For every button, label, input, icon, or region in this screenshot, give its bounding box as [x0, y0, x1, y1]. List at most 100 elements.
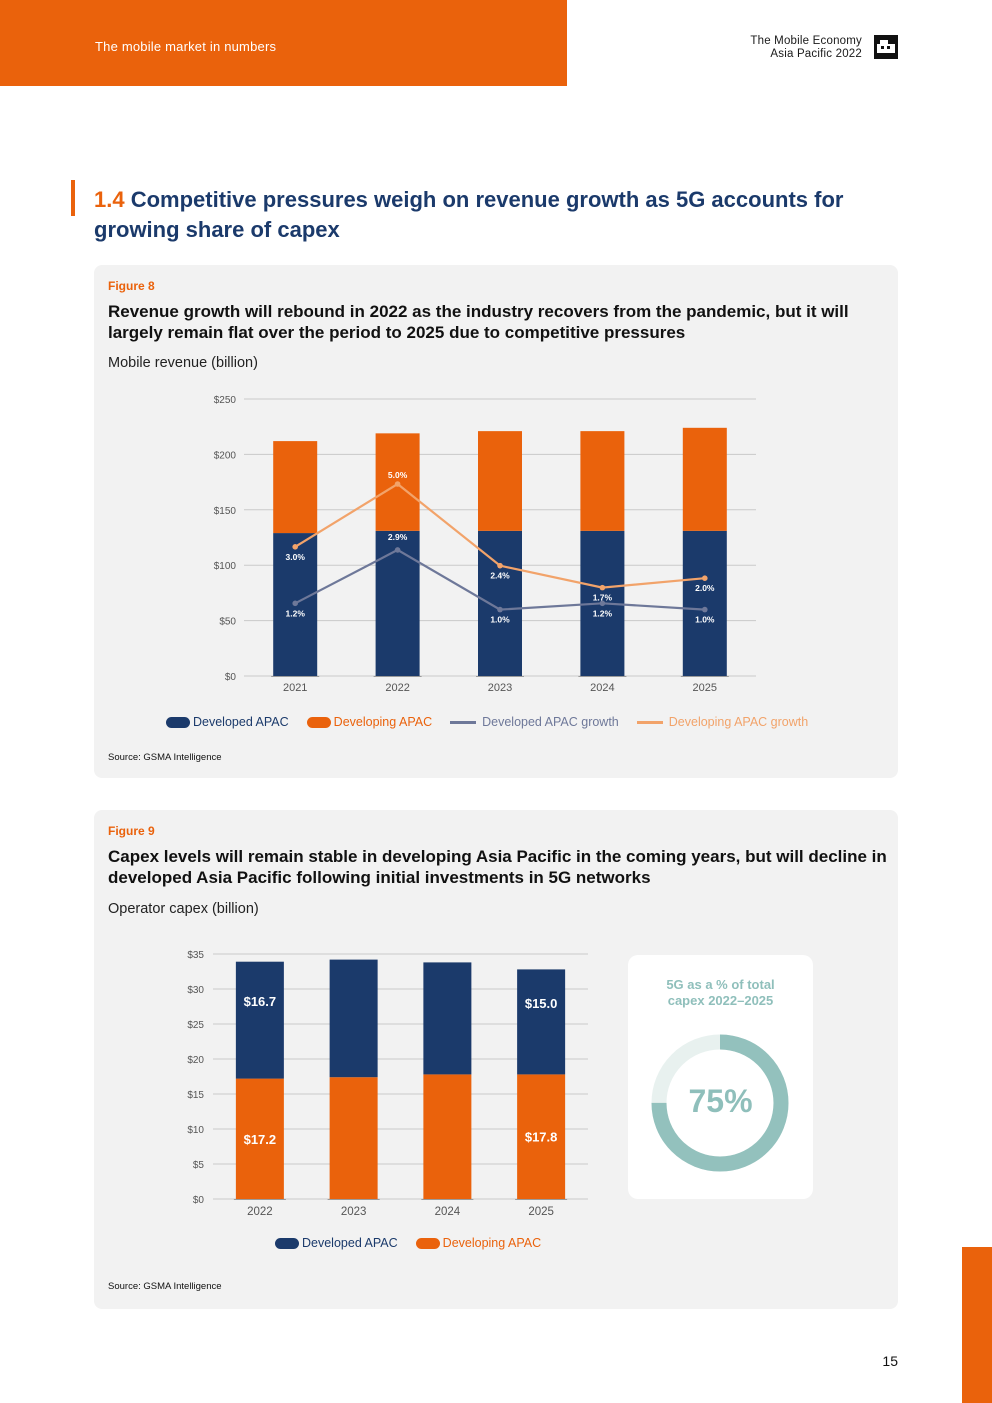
figure-8-title: Revenue growth will rebound in 2022 as t… — [108, 302, 849, 342]
legend-swatch-developing — [306, 716, 331, 728]
legend-label-developed: Developed APAC — [302, 1236, 398, 1250]
developed-growth-label: 1.0% — [490, 615, 510, 625]
x-tick-label: 2022 — [247, 1206, 273, 1218]
y-tick-label: $200 — [214, 450, 237, 461]
y-tick-label: $0 — [193, 1195, 205, 1206]
publication-line2: Asia Pacific 2022 — [770, 48, 862, 60]
5g-share-card: 5G as a % of total capex 2022–2025 75% — [628, 955, 813, 1199]
bar-developed — [682, 530, 727, 676]
developed-growth-point — [497, 606, 503, 613]
bar-developing — [273, 441, 318, 534]
bar-developed — [375, 530, 420, 676]
bar-developing — [517, 1074, 566, 1199]
developing-growth-point — [292, 544, 298, 550]
home-icon[interactable] — [874, 35, 898, 59]
bar-developing — [423, 1074, 472, 1199]
legend-label-developed-growth: Developed APAC growth — [482, 715, 619, 729]
figure-9-subtitle: Operator capex (billion) — [108, 901, 259, 917]
figure-9-title: Capex levels will remain stable in devel… — [108, 847, 887, 887]
developing-growth-label: 2.0% — [695, 583, 715, 593]
figure-9-source: Source: GSMA Intelligence — [108, 1281, 222, 1292]
x-tick-label: 2024 — [435, 1206, 461, 1218]
developing-growth-point — [599, 584, 606, 591]
section-heading: 1.4 Competitive pressures weigh on reven… — [94, 185, 914, 245]
legend-item-developing: Developing APAC — [415, 1236, 541, 1250]
figure-9-label: Figure 9 — [108, 824, 155, 838]
bar-developing — [580, 431, 625, 531]
publication-title: The Mobile Economy Asia Pacific 2022 — [750, 35, 862, 61]
developing-growth-label: 2.4% — [490, 571, 510, 581]
capex-chart: $0 $5 $10 $15 $20 $25 $30 $35 $17.2 $16.7 2022 2023… — [187, 950, 588, 1218]
y-tick-label: $25 — [187, 1020, 204, 1031]
publication-line1: The Mobile Economy — [750, 35, 862, 47]
section-label: The mobile market in numbers — [95, 39, 277, 54]
x-tick-label: 2021 — [283, 682, 307, 694]
section-accent-line — [71, 180, 75, 216]
figure-8-subtitle: Mobile revenue (billion) — [108, 355, 258, 371]
y-tick-label: $250 — [214, 395, 237, 406]
donut-title-line2: capex 2022–2025 — [667, 993, 774, 1008]
legend-item-developing: Developing APAC — [306, 715, 433, 729]
legend-swatch-developed — [275, 1237, 299, 1249]
legend-item-developing-growth: Developing APAC growth — [636, 715, 809, 729]
donut-chart — [651, 1034, 789, 1172]
legend-label-developing-growth: Developing APAC growth — [668, 715, 809, 729]
developing-growth-point — [497, 562, 503, 569]
developing-growth-label: 3.0% — [286, 552, 306, 562]
developing-growth-point — [702, 575, 708, 581]
y-tick-label: $20 — [187, 1055, 204, 1066]
developed-growth-label: 1.0% — [695, 615, 715, 625]
developing-growth-label: 1.7% — [593, 593, 613, 603]
side-tab — [962, 1247, 992, 1403]
bar-developed — [423, 962, 472, 1075]
y-tick-label: $5 — [193, 1160, 205, 1171]
bar-developing — [478, 431, 522, 531]
page-number: 15 — [882, 1353, 898, 1369]
developed-value-label: $15.0 — [525, 996, 558, 1011]
bar-developed — [329, 959, 378, 1078]
developed-growth-label: 1.2% — [286, 608, 306, 618]
revenue-chart: $0 $50 $100 $150 $200 $250 2021 2022 2023 2024 202… — [214, 395, 756, 694]
figure-9-panel: Figure 9 Capex levels will remain stable… — [94, 810, 898, 1309]
donut-arc — [651, 1034, 789, 1172]
figure-8-source: Source: GSMA Intelligence — [108, 752, 222, 763]
donut-title: 5G as a % of total capex 2022–2025 — [628, 977, 813, 1009]
figure-8-label: Figure 8 — [108, 279, 155, 293]
bar-developing — [329, 1077, 378, 1199]
y-tick-label: $0 — [225, 672, 237, 683]
legend-line-developed-growth — [450, 720, 477, 724]
developed-growth-point — [394, 547, 401, 553]
x-tick-label: 2022 — [385, 682, 409, 694]
legend-item-developed: Developed APAC — [166, 715, 289, 729]
donut-value: 75% — [688, 1083, 753, 1119]
header-bar: The mobile market in numbers — [0, 0, 567, 86]
figure-8-legend: Developed APAC Developing APAC Developed… — [166, 715, 826, 729]
legend-item-developed: Developed APAC — [275, 1236, 398, 1250]
y-tick-label: $50 — [219, 617, 236, 628]
developing-value-label: $17.2 — [244, 1132, 277, 1147]
legend-label-developed: Developed APAC — [193, 715, 289, 729]
x-tick-label: 2024 — [590, 682, 614, 694]
bar-developed — [235, 961, 284, 1079]
legend-line-developing-growth — [636, 720, 663, 724]
x-tick-label: 2023 — [341, 1206, 367, 1218]
developed-growth-point — [292, 600, 298, 607]
legend-swatch-developing — [415, 1237, 440, 1249]
developed-value-label: $16.7 — [244, 994, 277, 1009]
y-tick-label: $150 — [214, 506, 237, 517]
developed-growth-label: 2.9% — [388, 532, 408, 542]
figure-9-legend: Developed APAC Developing APAC — [275, 1236, 559, 1250]
legend-label-developing: Developing APAC — [333, 715, 433, 729]
developed-growth-label: 1.2% — [593, 608, 613, 618]
bar-developing — [235, 1078, 284, 1199]
bar-developed — [517, 969, 566, 1075]
legend-swatch-developed — [166, 716, 190, 728]
section-number: 1.4 — [94, 187, 125, 212]
developed-growth-point — [702, 606, 708, 613]
x-tick-label: 2025 — [528, 1206, 554, 1218]
y-tick-label: $35 — [187, 950, 204, 961]
section-title: Competitive pressures weigh on revenue g… — [94, 187, 844, 242]
x-tick-label: 2025 — [693, 682, 717, 694]
y-tick-label: $100 — [214, 561, 237, 572]
bar-developing — [682, 427, 727, 531]
